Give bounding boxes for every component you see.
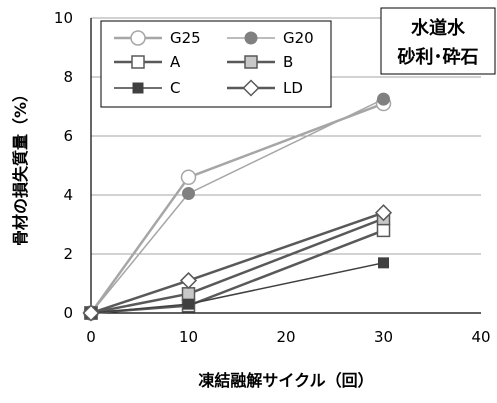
y-tick-label-4: 4 xyxy=(63,186,73,204)
legend-label-B: B xyxy=(283,53,293,71)
legend-item-G20: G20 xyxy=(227,29,314,47)
data-point-LD-0 xyxy=(82,304,100,322)
data-point-C-30 xyxy=(378,257,389,269)
legend: G25 G20 A B C LD xyxy=(100,20,332,108)
data-point-G25-10 xyxy=(180,169,197,186)
data-point-LD-10 xyxy=(179,271,198,290)
y-tick-label-0: 0 xyxy=(63,304,73,322)
y-tick-label-2: 2 xyxy=(63,245,73,263)
x-axis-title: 凍結融解サイクル（回） xyxy=(198,371,373,390)
y-tick-label-6: 6 xyxy=(63,127,73,145)
legend-marker-G20 xyxy=(244,31,258,45)
series-B xyxy=(84,211,391,320)
data-point-A-30 xyxy=(376,223,391,238)
legend-label-A: A xyxy=(170,53,181,71)
annotation-frame xyxy=(380,7,496,75)
series-line-LD xyxy=(90,211,384,315)
data-point-G20-30 xyxy=(377,92,390,106)
y-tick-labels: 0 2 4 6 8 10 xyxy=(54,9,73,322)
data-point-C-10 xyxy=(183,298,194,310)
legend-label-LD: LD xyxy=(283,79,303,97)
data-point-LD-30 xyxy=(374,204,393,222)
legend-item-LD: LD xyxy=(227,79,303,97)
annotation-line-2: 砂利･砕石 xyxy=(398,46,479,68)
x-tick-label-20: 20 xyxy=(276,328,295,346)
y-tick-label-8: 8 xyxy=(63,68,73,86)
series-line-G20 xyxy=(90,98,384,314)
legend-label-C: C xyxy=(170,79,180,97)
x-tick-label-30: 30 xyxy=(374,328,393,346)
annotation-line-1: 水道水 xyxy=(411,17,466,39)
legend-marker-A xyxy=(131,55,145,69)
x-tick-label-10: 10 xyxy=(179,328,198,346)
legend-item-C: C xyxy=(114,79,180,97)
data-point-G20-10 xyxy=(182,187,195,201)
y-axis-title: 骨材の損失質量（%） xyxy=(11,86,30,246)
legend-label-G25: G25 xyxy=(170,29,201,47)
annotation-box: 水道水 砂利･砕石 xyxy=(380,7,496,75)
axes xyxy=(90,18,481,314)
legend-marker-B xyxy=(244,55,258,69)
series-line-G25 xyxy=(89,102,384,314)
x-tick-label-40: 40 xyxy=(471,328,490,346)
x-tick-labels: 0 10 20 30 40 xyxy=(86,328,490,346)
legend-marker-LD xyxy=(242,79,260,97)
data-point-B-10 xyxy=(181,287,196,301)
legend-marker-G25 xyxy=(130,30,146,46)
series-group xyxy=(82,92,393,322)
series-G20 xyxy=(84,92,390,320)
legend-label-G20: G20 xyxy=(283,29,314,47)
legend-item-B: B xyxy=(227,53,293,71)
legend-item-G25: G25 xyxy=(114,29,201,47)
x-tick-label-0: 0 xyxy=(86,328,96,346)
legend-marker-C xyxy=(132,82,144,94)
legend-item-A: A xyxy=(114,53,181,71)
series-LD xyxy=(82,204,393,322)
y-tick-label-10: 10 xyxy=(54,9,73,27)
